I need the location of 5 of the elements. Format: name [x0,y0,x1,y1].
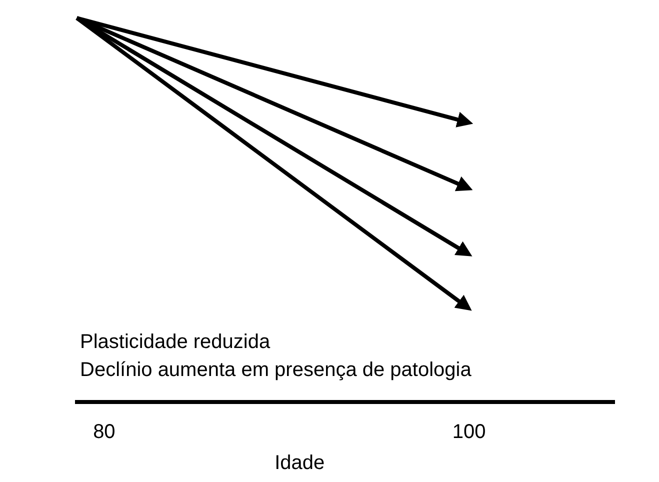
annotation: Plasticidade reduzida [80,331,271,353]
annotation: Declínio aumenta em presença de patologia [80,359,472,381]
x-axis-title: Idade [274,452,325,474]
x-tick-label: 100 [452,421,486,443]
x-tick-label: 80 [93,421,116,443]
